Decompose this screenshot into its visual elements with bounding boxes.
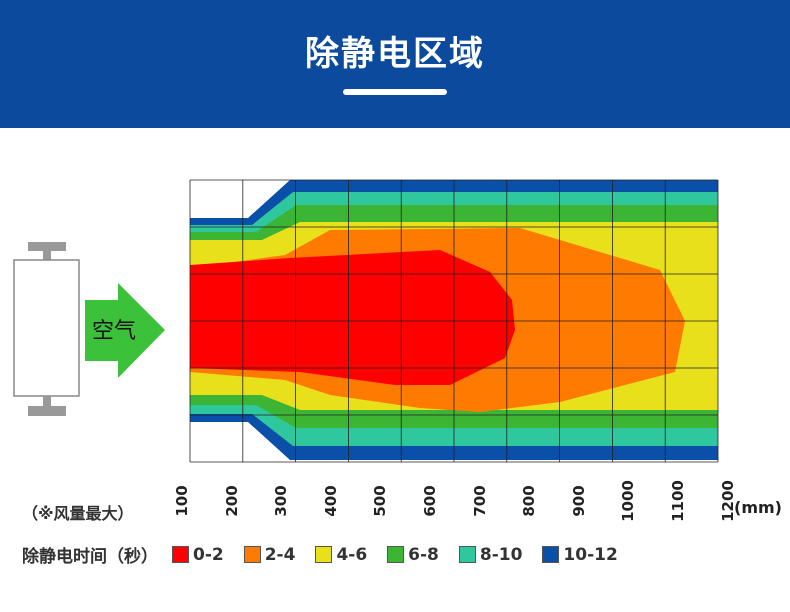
legend-swatch	[542, 546, 560, 563]
legend-swatch	[458, 546, 476, 563]
x-tick: 1000	[618, 480, 638, 522]
x-tick-label: 1100	[669, 480, 687, 522]
note-max-airflow: （※风量最大）	[22, 504, 134, 523]
x-tick: 800	[519, 482, 539, 522]
legend-label: 10-12	[563, 544, 618, 565]
legend-item: 2-4	[243, 544, 296, 565]
legend-label: 2-4	[264, 544, 296, 565]
legend-label: 6-8	[408, 544, 439, 565]
x-tick-label: 200	[222, 485, 241, 517]
x-tick-label: 500	[371, 485, 390, 517]
x-tick: 900	[569, 482, 589, 522]
legend-label: 0-2	[193, 544, 224, 565]
grid	[189, 179, 719, 463]
x-tick: 200	[222, 482, 242, 522]
x-tick-label: 400	[321, 485, 340, 517]
x-unit: (mm)	[734, 498, 782, 517]
legend-item: 4-6	[315, 545, 367, 565]
legend-swatch	[387, 546, 405, 563]
legend-label: 4-6	[336, 544, 368, 565]
page-title: 除静电区域	[305, 34, 485, 74]
x-tick: 700	[470, 482, 490, 522]
x-tick-label: 1000	[619, 480, 638, 522]
x-tick-label: 900	[569, 485, 588, 517]
x-tick: 1100	[668, 480, 688, 522]
x-tick: 400	[321, 482, 341, 522]
legend-label: 8-10	[479, 544, 523, 565]
legend-item: 6-8	[387, 545, 439, 565]
legend-swatch	[243, 546, 261, 563]
air-arrow-icon	[85, 283, 165, 378]
x-tick-label: 300	[272, 485, 291, 517]
x-tick: 600	[420, 482, 440, 522]
x-tick-label: 700	[470, 485, 489, 517]
ionizer-device-icon	[13, 242, 80, 416]
legend-item: 10-12	[542, 544, 618, 565]
x-tick: 500	[370, 482, 390, 522]
x-tick-label: 100	[173, 485, 191, 517]
title-underline	[343, 89, 447, 95]
legend-swatch	[172, 546, 189, 563]
legend-item: 8-10	[458, 544, 523, 565]
air-label: 空气	[92, 319, 137, 344]
x-tick-label: 600	[421, 485, 439, 517]
x-tick: 100	[172, 482, 192, 522]
x-tick: 300	[271, 482, 291, 522]
legend-title: 除静电时间（秒）	[22, 547, 158, 567]
x-tick-label: 800	[520, 485, 539, 517]
legend: 除静电时间（秒） 0-2 2-4 4-6 6-8 8-10 10-12	[22, 542, 638, 568]
legend-item: 0-2	[172, 545, 224, 565]
header-banner: 除静电区域	[0, 0, 790, 128]
zone-0-2	[190, 250, 515, 385]
legend-swatch	[315, 546, 333, 563]
